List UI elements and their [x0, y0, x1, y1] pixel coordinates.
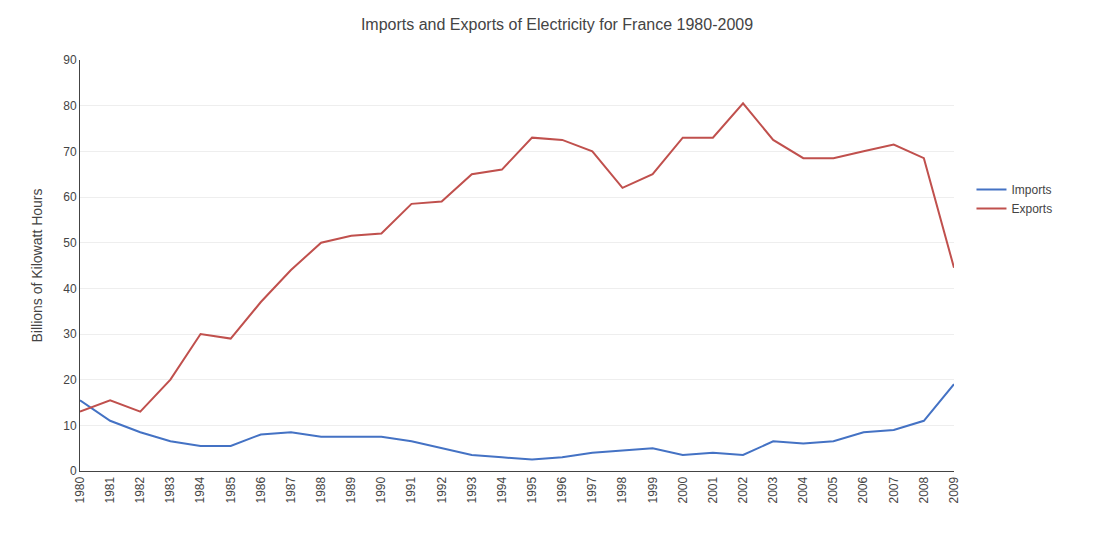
svg-text:1998: 1998 — [615, 476, 629, 503]
svg-text:50: 50 — [63, 236, 77, 250]
svg-text:20: 20 — [63, 373, 77, 387]
svg-text:1985: 1985 — [224, 476, 238, 503]
svg-text:1987: 1987 — [284, 476, 298, 503]
svg-text:1989: 1989 — [344, 476, 358, 503]
svg-text:80: 80 — [63, 99, 77, 113]
svg-text:2006: 2006 — [856, 476, 870, 503]
svg-text:2001: 2001 — [706, 476, 720, 503]
svg-text:1983: 1983 — [163, 476, 177, 503]
svg-text:2008: 2008 — [917, 476, 931, 503]
svg-text:1986: 1986 — [254, 476, 268, 503]
svg-text:2004: 2004 — [796, 476, 810, 503]
svg-text:90: 90 — [63, 53, 77, 67]
svg-text:2009: 2009 — [947, 476, 961, 503]
svg-text:0: 0 — [70, 464, 77, 478]
svg-text:Billions of Kilowatt Hours: Billions of Kilowatt Hours — [29, 188, 45, 342]
svg-text:1981: 1981 — [103, 476, 117, 503]
svg-text:Imports and Exports of Electri: Imports and Exports of Electricity for F… — [361, 16, 753, 33]
svg-text:2007: 2007 — [887, 476, 901, 503]
svg-text:2003: 2003 — [766, 476, 780, 503]
svg-text:2002: 2002 — [736, 476, 750, 503]
svg-text:1992: 1992 — [435, 476, 449, 503]
svg-text:1980: 1980 — [73, 476, 87, 503]
svg-text:1997: 1997 — [585, 476, 599, 503]
svg-text:2000: 2000 — [676, 476, 690, 503]
svg-text:1984: 1984 — [193, 476, 207, 503]
svg-text:1995: 1995 — [525, 476, 539, 503]
svg-text:1988: 1988 — [314, 476, 328, 503]
svg-text:1990: 1990 — [374, 476, 388, 503]
svg-text:Exports: Exports — [1011, 202, 1052, 216]
svg-text:30: 30 — [63, 327, 77, 341]
svg-text:1991: 1991 — [404, 476, 418, 503]
svg-text:10: 10 — [63, 419, 77, 433]
svg-text:40: 40 — [63, 282, 77, 296]
svg-text:1994: 1994 — [495, 476, 509, 503]
svg-text:Imports: Imports — [1011, 183, 1051, 197]
svg-text:1993: 1993 — [465, 476, 479, 503]
svg-text:1996: 1996 — [555, 476, 569, 503]
svg-text:60: 60 — [63, 190, 77, 204]
svg-text:1982: 1982 — [133, 476, 147, 503]
svg-text:2005: 2005 — [826, 476, 840, 503]
svg-text:1999: 1999 — [646, 476, 660, 503]
svg-text:70: 70 — [63, 145, 77, 159]
